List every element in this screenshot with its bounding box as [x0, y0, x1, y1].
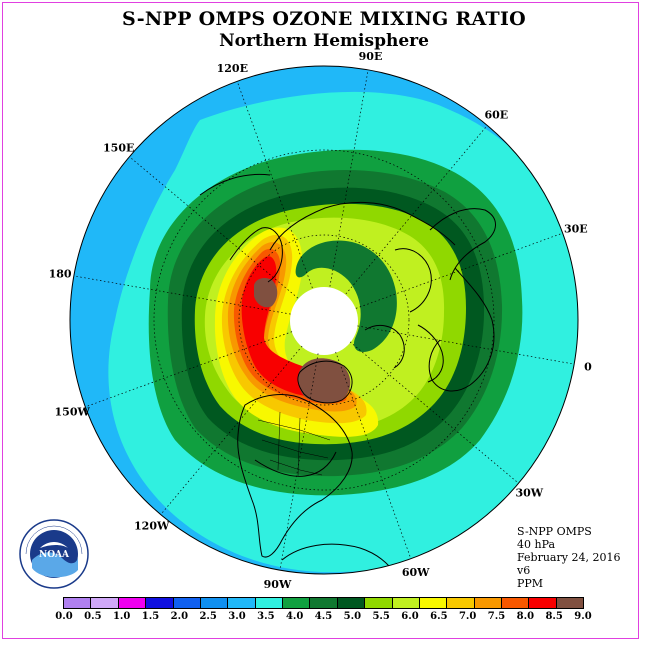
- polar-data-gap: [290, 287, 358, 355]
- graticule: [73, 69, 575, 571]
- colorbar-swatch: [392, 598, 420, 608]
- colorbar: [63, 597, 584, 609]
- ozone-max-canada: [297, 358, 351, 404]
- colorbar-tick-label: 8.0: [516, 611, 535, 622]
- longitude-label: 90E: [359, 50, 383, 63]
- colorbar-swatch: [419, 598, 448, 608]
- colorbar-tick-label: 2.5: [199, 611, 217, 622]
- longitude-label: 90W: [264, 578, 292, 591]
- colorbar-tick-label: 5.0: [343, 611, 362, 622]
- meridian-line: [329, 69, 369, 287]
- colorbar-tick-label: 0.5: [84, 611, 102, 622]
- colorbar-tick-label: 4.5: [314, 611, 333, 622]
- colorbar-tick-label: 5.5: [372, 611, 390, 622]
- longitude-label: 0: [584, 361, 592, 374]
- state-lines: [257, 411, 331, 477]
- colorbar-swatch: [474, 598, 502, 608]
- colorbar-swatch: [200, 598, 229, 608]
- colorbar-swatch: [146, 598, 174, 608]
- colorbar-tick-label: 3.5: [257, 611, 275, 622]
- colorbar-swatch: [228, 598, 256, 608]
- colorbar-tick-label: 4.0: [285, 611, 304, 622]
- noaa-logo-icon: NOAA: [19, 519, 89, 589]
- meridian-line: [335, 351, 412, 559]
- info-version: v6: [517, 564, 531, 577]
- longitude-label: 120W: [134, 519, 170, 532]
- longitude-label: 30E: [564, 222, 588, 235]
- colorbar-swatch: [502, 598, 530, 608]
- colorbar-swatch: [91, 598, 119, 608]
- colorbar-swatch: [255, 598, 283, 608]
- map-subtitle: Northern Hemisphere: [219, 31, 429, 51]
- parallel-circle: [238, 234, 410, 406]
- colorbar-swatch: [118, 598, 147, 608]
- map-title: S-NPP OMPS OZONE MIXING RATIO: [121, 8, 527, 30]
- colorbar-tick-label: 1.0: [112, 611, 131, 622]
- longitude-label: 30W: [515, 486, 543, 499]
- coastlines: [199, 173, 496, 574]
- colorbar-swatch: [447, 598, 475, 608]
- meridian-line: [236, 81, 313, 289]
- meridian-line: [160, 345, 303, 515]
- meridian-line: [349, 341, 519, 484]
- meridian-line: [279, 353, 319, 571]
- info-date: February 24, 2016: [517, 551, 621, 564]
- colorbar-swatch: [283, 598, 311, 608]
- colorbar-tick-label: 7.0: [458, 611, 477, 622]
- colorbar-swatch: [556, 598, 584, 608]
- vortex-minimum: [295, 240, 397, 353]
- longitude-label: 150W: [55, 406, 91, 419]
- longitude-label: 60E: [484, 109, 508, 122]
- colorbar-swatch: [365, 598, 393, 608]
- ozone-max-siberia: [254, 277, 278, 308]
- info-level: 40 hPa: [517, 538, 556, 551]
- colorbar-tick-label: 8.5: [545, 611, 563, 622]
- meridian-line: [345, 125, 488, 295]
- colorbar-swatch: [64, 598, 92, 608]
- info-block: S-NPP OMPS 40 hPa February 24, 2016 v6 P…: [517, 525, 620, 590]
- colorbar-swatch: [173, 598, 201, 608]
- longitude-label: 60W: [402, 566, 430, 579]
- colorbar-ticks: 0.0 0.5 1.0 1.5 2.0 2.5 3.0 3.5 4.0 4.5 5.0 5.5 6.0 6…: [0, 611, 648, 627]
- colorbar-tick-label: 6.5: [430, 611, 448, 622]
- colorbar-tick-label: 3.0: [228, 611, 246, 622]
- longitude-label: 150E: [103, 142, 134, 155]
- info-units: PPM: [517, 577, 544, 590]
- meridian-line: [355, 232, 563, 309]
- longitude-labels: 90E 60E 30E 0 30W 60W 90W 120W 150W 180 150E 120E: [49, 50, 592, 591]
- info-instrument: S-NPP OMPS: [517, 525, 592, 538]
- colorbar-tick-label: 2.0: [170, 611, 189, 622]
- parallel-circle: [153, 149, 495, 491]
- longitude-label: 120E: [217, 62, 248, 75]
- colorbar-tick-label: 6.0: [401, 611, 419, 622]
- colorbar-tick-label: 0.0: [55, 611, 73, 622]
- meridian-line: [357, 325, 575, 365]
- map-boundary: [69, 65, 579, 575]
- noaa-logo-text: NOAA: [39, 550, 70, 560]
- meridian-line: [85, 331, 293, 408]
- colorbar-swatch: [310, 598, 338, 608]
- colorbar-swatch: [529, 598, 557, 608]
- colorbar-tick-label: 7.5: [487, 611, 506, 622]
- colorbar-swatch: [337, 598, 366, 608]
- meridian-line: [73, 275, 291, 315]
- longitude-label: 180: [49, 268, 72, 281]
- meridian-line: [129, 156, 299, 299]
- figure-frame: [2, 2, 639, 639]
- colorbar-tick-label: 1.5: [141, 611, 160, 622]
- colorbar-tick-label: 9.0: [574, 611, 592, 622]
